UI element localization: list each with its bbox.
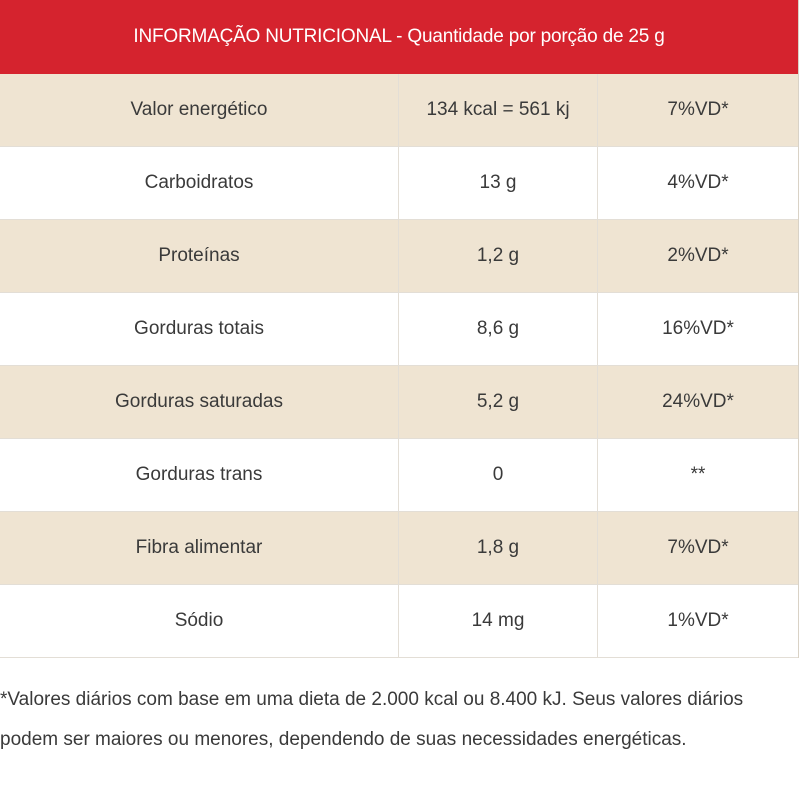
table-row: Gorduras saturadas 5,2 g 24%VD* [0, 366, 798, 439]
nutrient-daily-value: 7%VD* [667, 99, 729, 120]
nutrient-daily-value: 1%VD* [667, 610, 729, 631]
nutrient-name: Fibra alimentar [0, 512, 399, 584]
nutrient-amount: 5,2 g [399, 366, 598, 438]
nutrient-name: Gorduras saturadas [0, 366, 399, 438]
nutrient-amount: 0 [399, 439, 598, 511]
nutrient-name: Carboidratos [0, 147, 399, 219]
table-row: Gorduras trans 0 ** [0, 439, 798, 512]
nutrition-table: INFORMAÇÃO NUTRICIONAL - Quantidade por … [0, 0, 799, 658]
daily-value-footnote: *Valores diários com base em uma dieta d… [0, 689, 744, 750]
nutrient-name: Sódio [0, 585, 399, 657]
nutrient-daily-value: 24%VD* [662, 391, 734, 412]
nutrient-amount: 134 kcal = 561 kj [399, 74, 598, 146]
nutrient-amount: 8,6 g [399, 293, 598, 365]
table-row: Fibra alimentar 1,8 g 7%VD* [0, 512, 798, 585]
table-row: Valor energético 134 kcal = 561 kj 7%VD* [0, 74, 798, 147]
table-header: INFORMAÇÃO NUTRICIONAL - Quantidade por … [0, 0, 798, 74]
nutrient-amount: 1,2 g [399, 220, 598, 292]
table-row: Sódio 14 mg 1%VD* [0, 585, 798, 658]
nutrient-daily-value: 2%VD* [667, 245, 729, 266]
nutrient-name: Gorduras trans [0, 439, 399, 511]
table-row: Gorduras totais 8,6 g 16%VD* [0, 293, 798, 366]
nutrient-amount: 14 mg [399, 585, 598, 657]
table-row: Carboidratos 13 g 4%VD* [0, 147, 798, 220]
nutrient-daily-value: ** [690, 464, 706, 485]
nutrient-amount: 1,8 g [399, 512, 598, 584]
nutrient-name: Gorduras totais [0, 293, 399, 365]
nutrient-daily-value: 16%VD* [662, 318, 734, 339]
table-row: Proteínas 1,2 g 2%VD* [0, 220, 798, 293]
nutrient-name: Proteínas [0, 220, 399, 292]
nutrient-daily-value: 4%VD* [667, 172, 729, 193]
nutrient-name: Valor energético [0, 74, 399, 146]
nutrient-amount: 13 g [399, 147, 598, 219]
nutrient-daily-value: 7%VD* [667, 537, 729, 558]
